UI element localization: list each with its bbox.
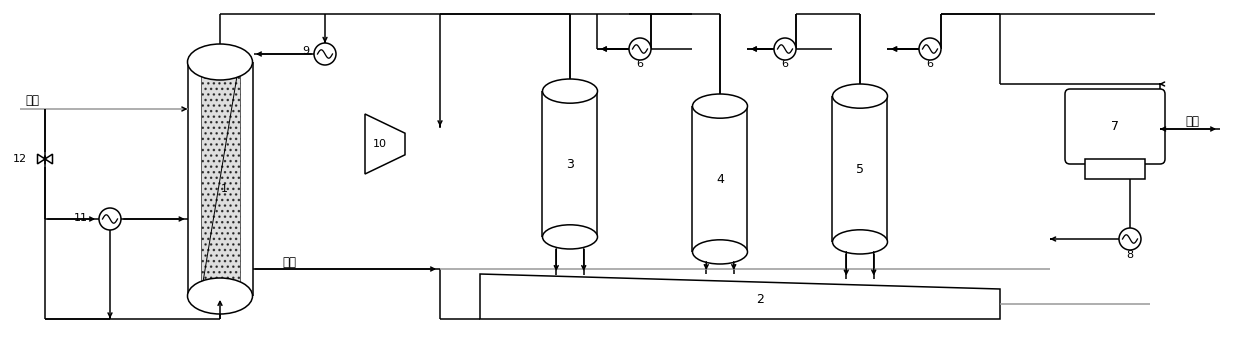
Circle shape bbox=[774, 38, 796, 60]
Ellipse shape bbox=[832, 230, 888, 254]
Text: 乙烷: 乙烷 bbox=[283, 256, 296, 269]
Text: 12: 12 bbox=[12, 154, 27, 164]
Text: 4: 4 bbox=[715, 172, 724, 185]
Ellipse shape bbox=[832, 84, 888, 108]
Ellipse shape bbox=[692, 240, 748, 264]
Ellipse shape bbox=[542, 225, 598, 249]
Text: 2: 2 bbox=[756, 293, 764, 306]
Polygon shape bbox=[45, 154, 52, 164]
Text: 8: 8 bbox=[1126, 250, 1133, 260]
Ellipse shape bbox=[692, 94, 748, 118]
Ellipse shape bbox=[542, 79, 598, 103]
Text: 11: 11 bbox=[74, 213, 88, 223]
Polygon shape bbox=[365, 114, 405, 174]
FancyBboxPatch shape bbox=[1065, 89, 1166, 164]
Polygon shape bbox=[480, 274, 999, 319]
Text: 6: 6 bbox=[636, 59, 644, 69]
Text: 7: 7 bbox=[1111, 120, 1118, 133]
Circle shape bbox=[314, 43, 336, 65]
Text: 6: 6 bbox=[926, 59, 934, 69]
Text: 5: 5 bbox=[856, 162, 864, 175]
Text: 乙烯: 乙烯 bbox=[1185, 115, 1199, 128]
Text: 9: 9 bbox=[301, 46, 309, 56]
Text: 3: 3 bbox=[567, 158, 574, 171]
Text: 1: 1 bbox=[221, 184, 227, 194]
Bar bbox=[201, 62, 239, 296]
Ellipse shape bbox=[187, 44, 253, 80]
Text: 10: 10 bbox=[373, 139, 387, 149]
Text: 6: 6 bbox=[781, 59, 789, 69]
Polygon shape bbox=[37, 154, 45, 164]
Circle shape bbox=[99, 208, 122, 230]
FancyBboxPatch shape bbox=[1085, 159, 1145, 179]
Ellipse shape bbox=[187, 278, 253, 314]
Circle shape bbox=[629, 38, 651, 60]
Circle shape bbox=[1118, 228, 1141, 250]
Circle shape bbox=[919, 38, 941, 60]
Text: 进料: 进料 bbox=[25, 94, 38, 107]
